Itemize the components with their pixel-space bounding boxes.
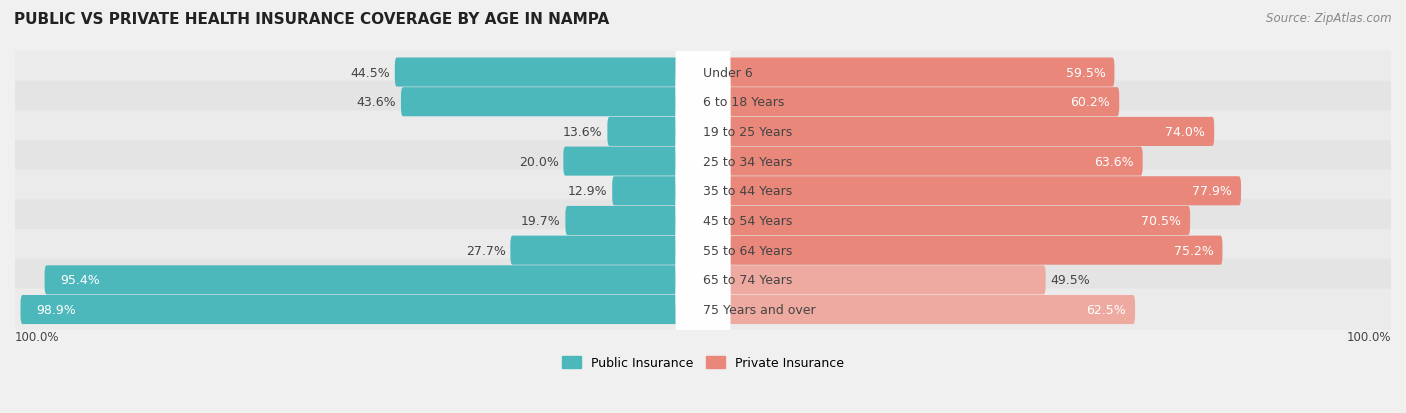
- Text: 75 Years and over: 75 Years and over: [703, 303, 815, 316]
- Text: 27.7%: 27.7%: [465, 244, 506, 257]
- Text: 70.5%: 70.5%: [1142, 214, 1181, 228]
- FancyBboxPatch shape: [702, 118, 1215, 147]
- Text: 77.9%: 77.9%: [1192, 185, 1232, 198]
- FancyBboxPatch shape: [675, 0, 731, 212]
- Text: 60.2%: 60.2%: [1070, 96, 1111, 109]
- FancyBboxPatch shape: [702, 147, 1143, 176]
- FancyBboxPatch shape: [702, 58, 1115, 88]
- FancyBboxPatch shape: [675, 23, 731, 241]
- Text: 43.6%: 43.6%: [357, 96, 396, 109]
- Text: 74.0%: 74.0%: [1166, 126, 1205, 139]
- FancyBboxPatch shape: [13, 141, 1393, 183]
- Text: 63.6%: 63.6%: [1094, 155, 1133, 168]
- Text: 45 to 54 Years: 45 to 54 Years: [703, 214, 793, 228]
- FancyBboxPatch shape: [564, 147, 704, 176]
- FancyBboxPatch shape: [13, 111, 1393, 153]
- FancyBboxPatch shape: [702, 236, 1222, 265]
- FancyBboxPatch shape: [45, 266, 704, 295]
- FancyBboxPatch shape: [13, 259, 1393, 301]
- Legend: Public Insurance, Private Insurance: Public Insurance, Private Insurance: [557, 351, 849, 374]
- FancyBboxPatch shape: [675, 0, 731, 182]
- FancyBboxPatch shape: [13, 230, 1393, 272]
- Text: 19.7%: 19.7%: [520, 214, 561, 228]
- FancyBboxPatch shape: [702, 177, 1241, 206]
- Text: PUBLIC VS PRIVATE HEALTH INSURANCE COVERAGE BY AGE IN NAMPA: PUBLIC VS PRIVATE HEALTH INSURANCE COVER…: [14, 12, 609, 27]
- Text: Source: ZipAtlas.com: Source: ZipAtlas.com: [1267, 12, 1392, 25]
- FancyBboxPatch shape: [675, 141, 731, 360]
- FancyBboxPatch shape: [675, 200, 731, 413]
- Text: 35 to 44 Years: 35 to 44 Years: [703, 185, 792, 198]
- Text: 6 to 18 Years: 6 to 18 Years: [703, 96, 785, 109]
- Text: 98.9%: 98.9%: [37, 303, 76, 316]
- Text: 19 to 25 Years: 19 to 25 Years: [703, 126, 792, 139]
- FancyBboxPatch shape: [612, 177, 704, 206]
- FancyBboxPatch shape: [702, 266, 1046, 295]
- FancyBboxPatch shape: [510, 236, 704, 265]
- FancyBboxPatch shape: [401, 88, 704, 117]
- Text: 100.0%: 100.0%: [15, 330, 59, 344]
- FancyBboxPatch shape: [21, 295, 704, 324]
- FancyBboxPatch shape: [607, 118, 704, 147]
- Text: 13.6%: 13.6%: [562, 126, 603, 139]
- Text: 44.5%: 44.5%: [350, 66, 389, 79]
- Text: 62.5%: 62.5%: [1087, 303, 1126, 316]
- Text: 49.5%: 49.5%: [1050, 274, 1090, 287]
- FancyBboxPatch shape: [675, 82, 731, 301]
- FancyBboxPatch shape: [13, 289, 1393, 331]
- Text: 20.0%: 20.0%: [519, 155, 558, 168]
- FancyBboxPatch shape: [13, 52, 1393, 94]
- FancyBboxPatch shape: [565, 206, 704, 235]
- Text: Under 6: Under 6: [703, 66, 752, 79]
- Text: 75.2%: 75.2%: [1174, 244, 1213, 257]
- FancyBboxPatch shape: [675, 52, 731, 271]
- Text: 65 to 74 Years: 65 to 74 Years: [703, 274, 793, 287]
- FancyBboxPatch shape: [702, 295, 1135, 324]
- Text: 55 to 64 Years: 55 to 64 Years: [703, 244, 793, 257]
- Text: 59.5%: 59.5%: [1066, 66, 1105, 79]
- FancyBboxPatch shape: [395, 58, 704, 88]
- FancyBboxPatch shape: [702, 206, 1189, 235]
- FancyBboxPatch shape: [675, 112, 731, 330]
- Text: 95.4%: 95.4%: [60, 274, 100, 287]
- FancyBboxPatch shape: [13, 81, 1393, 123]
- FancyBboxPatch shape: [675, 171, 731, 389]
- FancyBboxPatch shape: [13, 170, 1393, 212]
- FancyBboxPatch shape: [702, 88, 1119, 117]
- Text: 12.9%: 12.9%: [568, 185, 607, 198]
- Text: 25 to 34 Years: 25 to 34 Years: [703, 155, 792, 168]
- FancyBboxPatch shape: [13, 200, 1393, 242]
- Text: 100.0%: 100.0%: [1347, 330, 1391, 344]
